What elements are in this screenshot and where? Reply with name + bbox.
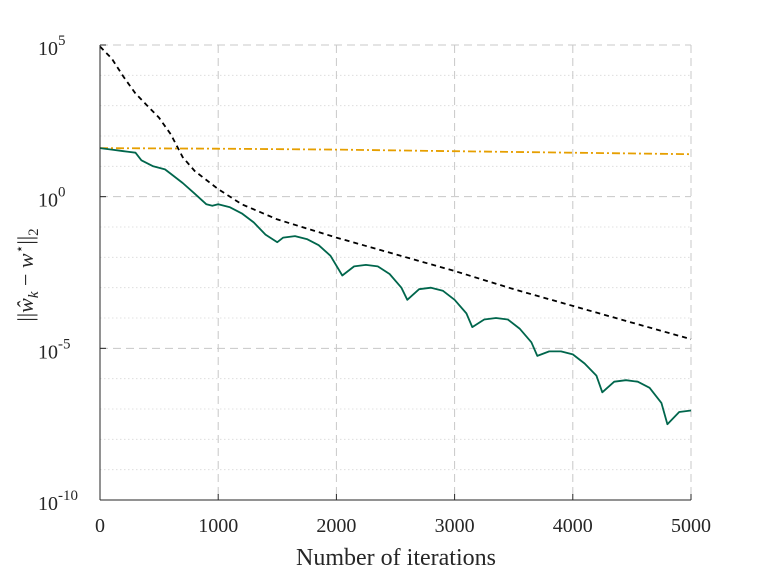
x-tick-label: 2000 [316,515,356,537]
series-layer [99,45,692,426]
x-tick-label: 5000 [671,515,711,537]
y-tick-label: 10-5 [38,336,71,363]
tick-marks [99,44,692,501]
minor-grid [100,74,691,471]
x-axis-label: Number of iterations [296,545,496,571]
y-label-sub-k: k [26,291,42,298]
y-label-right-bars: || [13,236,38,245]
y-tick-exponent: 0 [58,185,66,201]
y-label-w: w [13,253,38,268]
y-tick-exponent: -10 [58,488,78,504]
y-tick-label: 105 [38,33,66,60]
y-axis-label: ||ŵk − w⋆||2 [13,228,42,321]
y-tick-label: 100 [38,185,66,212]
y-label-w-hat: ŵ [13,298,38,313]
series-line-solid [99,147,692,426]
y-tick-base: 10 [38,190,58,212]
y-label-left-bars: || [13,313,38,322]
y-tick-label: 10-10 [38,488,78,515]
series-line-dashdot [99,147,692,156]
y-tick-base: 10 [38,493,58,515]
y-label-minus: − [13,268,38,291]
y-label-sub-2: 2 [26,228,42,236]
series-line-dashed [99,45,692,341]
y-tick-exponent: -5 [58,336,71,352]
x-tick-label: 1000 [198,515,238,537]
y-label-star: ⋆ [13,245,28,254]
x-tick-labels: 0 1000 2000 3000 4000 5000 [95,515,711,537]
x-tick-label: 4000 [553,515,593,537]
x-tick-label: 3000 [435,515,475,537]
y-tick-exponent: 5 [58,33,66,49]
axes [99,45,691,501]
y-tick-base: 10 [38,341,58,363]
plot-background [100,45,691,500]
y-tick-base: 10 [38,38,58,60]
x-tick-label: 0 [95,515,105,537]
